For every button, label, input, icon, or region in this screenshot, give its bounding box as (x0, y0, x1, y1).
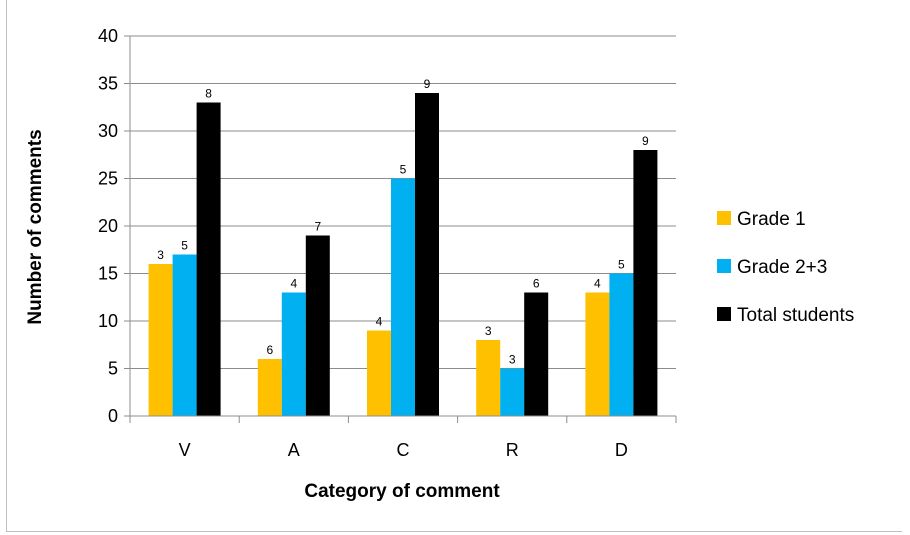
data-label: 3 (485, 324, 492, 338)
y-tick-labels: 0 5 10 15 20 25 30 35 40 (98, 26, 118, 426)
x-tick-label: C (397, 440, 410, 460)
legend-label: Grade 2+3 (737, 257, 827, 278)
y-tick-label: 15 (98, 264, 118, 284)
bar-grade-2-3-v (172, 254, 197, 416)
y-tick-label: 35 (98, 74, 118, 94)
bar-total-students-d (633, 150, 658, 416)
y-tick-label: 20 (98, 216, 118, 236)
y-tick-label: 10 (98, 311, 118, 331)
legend-swatch (717, 259, 731, 273)
bar-total-students-c (415, 93, 439, 416)
bar-grade-2-3-a (281, 292, 306, 416)
axes (129, 36, 677, 423)
data-label: 6 (533, 277, 540, 291)
legend: Grade 1 Grade 2+3 Total students (717, 209, 854, 326)
bar-grade-1-d (585, 292, 610, 416)
bar-total-students-a (305, 235, 330, 416)
legend-label: Grade 1 (737, 209, 806, 230)
data-label: 5 (400, 163, 407, 177)
x-axis-title: Category of comment (304, 481, 500, 502)
bar-grade-1-c (367, 330, 391, 416)
bar-grade-2-3-r (500, 368, 525, 416)
bars (148, 93, 658, 416)
bar-grade-1-v (148, 264, 173, 416)
legend-swatch (717, 307, 731, 321)
data-label: 3 (509, 353, 516, 367)
data-label: 7 (314, 220, 321, 234)
bar-grade-1-a (257, 359, 282, 416)
data-label: 5 (618, 258, 625, 272)
legend-label: Total students (737, 305, 854, 326)
data-labels: 3 6 4 3 4 5 4 5 3 5 8 7 9 6 9 (157, 77, 649, 367)
data-label: 5 (181, 239, 188, 253)
bar-total-students-v (196, 102, 221, 416)
data-label: 4 (594, 277, 601, 291)
y-tick-label: 30 (98, 121, 118, 141)
data-label: 4 (290, 277, 297, 291)
y-tick-label: 25 (98, 169, 118, 189)
data-label: 9 (642, 134, 649, 148)
y-tick-label: 5 (108, 359, 118, 379)
bar-grade-2-3-d (609, 273, 634, 416)
data-label: 4 (376, 315, 383, 329)
bar-grade-1-r (476, 340, 501, 416)
y-tick-label: 0 (108, 406, 118, 426)
data-label: 3 (157, 248, 164, 262)
data-label: 6 (266, 343, 273, 357)
bar-grade-2-3-c (391, 178, 415, 416)
x-tick-label: D (615, 440, 628, 460)
bar-total-students-r (524, 292, 549, 416)
legend-swatch (717, 211, 731, 225)
chart-frame (6, 0, 902, 532)
x-tick-label: V (179, 440, 191, 460)
data-label: 9 (424, 77, 431, 91)
y-axis-title: Number of comments (25, 129, 46, 324)
data-label: 8 (205, 87, 212, 101)
y-tick-label: 40 (98, 26, 118, 46)
x-tick-label: A (288, 440, 300, 460)
x-tick-label: R (506, 440, 519, 460)
